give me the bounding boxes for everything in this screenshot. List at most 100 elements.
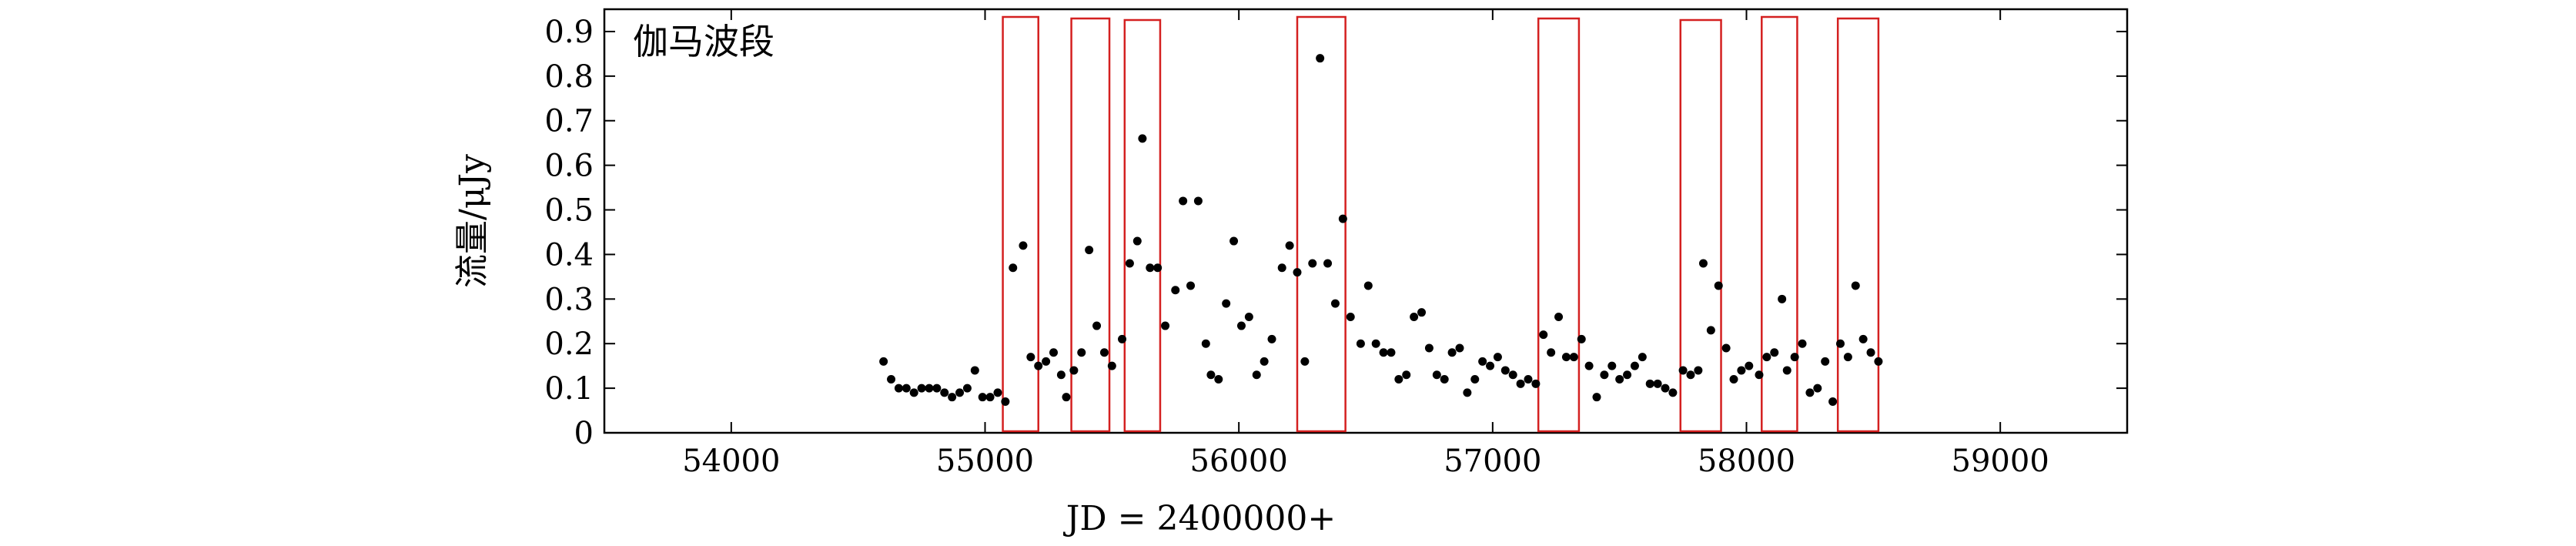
data-point bbox=[1099, 348, 1109, 357]
data-point bbox=[1561, 353, 1571, 362]
data-point bbox=[1762, 353, 1771, 362]
data-point bbox=[1678, 366, 1688, 375]
plot-frame bbox=[603, 8, 2129, 434]
y-tick-label: 0.2 bbox=[544, 327, 594, 362]
data-point bbox=[1009, 263, 1018, 273]
data-point bbox=[1813, 384, 1822, 393]
data-point bbox=[1077, 348, 1086, 357]
y-tick-label: 0.6 bbox=[544, 149, 594, 184]
data-point bbox=[1338, 214, 1347, 223]
data-point bbox=[1508, 370, 1517, 380]
data-point bbox=[1417, 308, 1427, 317]
data-point bbox=[917, 384, 926, 393]
data-point bbox=[1019, 241, 1028, 250]
data-point bbox=[1805, 388, 1815, 397]
y-tick-label: 0.5 bbox=[544, 193, 594, 229]
data-point bbox=[1668, 388, 1678, 397]
data-point bbox=[1866, 348, 1875, 357]
data-point bbox=[1161, 321, 1170, 330]
data-point bbox=[1851, 281, 1860, 290]
data-point bbox=[1049, 348, 1059, 357]
data-point bbox=[978, 393, 987, 402]
data-point bbox=[1843, 353, 1852, 362]
data-point bbox=[1607, 361, 1617, 370]
data-point bbox=[1686, 370, 1695, 380]
x-tick-label: 54000 bbox=[682, 444, 780, 479]
data-point bbox=[1745, 361, 1754, 370]
data-point bbox=[1874, 357, 1883, 366]
data-point bbox=[909, 388, 918, 397]
data-point bbox=[1600, 370, 1609, 380]
data-point bbox=[1432, 370, 1441, 380]
data-point bbox=[985, 393, 995, 402]
y-tick-label: 0.1 bbox=[544, 371, 594, 407]
y-tick-label: 0.7 bbox=[544, 104, 594, 139]
y-tick-label: 0.8 bbox=[544, 59, 594, 95]
data-points bbox=[879, 54, 1883, 406]
data-point bbox=[1721, 343, 1731, 353]
data-point bbox=[1118, 334, 1127, 343]
data-point bbox=[1236, 321, 1246, 330]
data-point bbox=[1661, 384, 1670, 393]
data-point bbox=[1858, 334, 1868, 343]
data-point bbox=[1828, 397, 1838, 406]
data-point bbox=[1260, 357, 1269, 366]
x-axis-ticks: 54000 55000 56000 57000 58000 59000 bbox=[682, 9, 2049, 479]
data-point bbox=[902, 384, 911, 393]
data-point bbox=[887, 375, 896, 384]
data-point bbox=[1424, 343, 1434, 353]
data-point bbox=[1062, 393, 1071, 402]
data-point bbox=[1531, 379, 1541, 388]
data-point bbox=[1034, 361, 1043, 370]
data-point bbox=[1402, 370, 1411, 380]
data-point bbox=[955, 388, 965, 397]
data-point bbox=[1193, 196, 1203, 206]
data-point bbox=[1001, 397, 1010, 406]
data-point bbox=[1706, 326, 1715, 335]
data-point bbox=[1138, 134, 1147, 143]
y-tick-label: 0.4 bbox=[544, 237, 594, 273]
data-point bbox=[1623, 370, 1632, 380]
data-point bbox=[1387, 348, 1396, 357]
data-point bbox=[925, 384, 934, 393]
data-point bbox=[1125, 259, 1134, 268]
band-annotation: 伽马波段 bbox=[633, 21, 774, 62]
data-point bbox=[1146, 263, 1155, 273]
data-point bbox=[1547, 348, 1556, 357]
data-point bbox=[1729, 375, 1738, 384]
data-point bbox=[1516, 379, 1525, 388]
highlight-box bbox=[1123, 18, 1162, 433]
data-point bbox=[1394, 375, 1403, 384]
data-point bbox=[1330, 299, 1340, 308]
data-point bbox=[1092, 321, 1102, 330]
data-point bbox=[1085, 246, 1094, 255]
data-point bbox=[1379, 348, 1388, 357]
data-point bbox=[1463, 388, 1472, 397]
data-point bbox=[1201, 339, 1210, 348]
y-axis-title: 流量/μJy bbox=[453, 154, 492, 288]
data-point bbox=[1186, 281, 1196, 290]
data-point bbox=[1770, 348, 1779, 357]
highlight-box bbox=[1070, 17, 1111, 433]
data-point bbox=[1615, 375, 1624, 384]
data-point bbox=[1107, 361, 1116, 370]
data-point bbox=[1698, 259, 1708, 268]
data-point bbox=[1630, 361, 1639, 370]
data-point bbox=[1300, 357, 1310, 366]
data-point bbox=[1132, 236, 1142, 246]
data-point bbox=[1455, 343, 1464, 353]
data-point bbox=[1645, 379, 1654, 388]
data-point bbox=[1069, 366, 1079, 375]
data-point bbox=[1782, 366, 1791, 375]
data-point bbox=[894, 384, 903, 393]
data-point bbox=[1171, 286, 1180, 295]
data-point bbox=[1316, 54, 1325, 63]
y-axis-ticks: 0 0.1 0.2 0.3 0.4 0.5 0.6 0.7 0.8 0.9 bbox=[544, 15, 2127, 451]
data-point bbox=[1737, 366, 1746, 375]
data-point bbox=[1694, 366, 1703, 375]
data-point bbox=[1056, 370, 1066, 380]
data-point bbox=[1252, 370, 1261, 380]
data-point bbox=[1577, 334, 1586, 343]
data-point bbox=[1539, 330, 1548, 340]
data-point bbox=[1153, 263, 1163, 273]
